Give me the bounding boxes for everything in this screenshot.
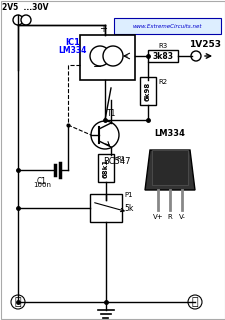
Bar: [98, 154, 113, 182]
Text: 2V5  ...30V: 2V5 ...30V: [2, 3, 48, 12]
Text: V+: V+: [152, 214, 163, 220]
Text: −: −: [93, 62, 102, 72]
Polygon shape: [151, 150, 187, 185]
FancyBboxPatch shape: [113, 18, 220, 34]
Text: www.ExtremeCircuits.net: www.ExtremeCircuits.net: [132, 23, 201, 28]
Polygon shape: [144, 150, 194, 190]
Text: IC1: IC1: [65, 37, 80, 46]
Text: 5k: 5k: [124, 204, 133, 213]
Text: LM334: LM334: [154, 129, 185, 138]
Circle shape: [190, 51, 200, 61]
Text: R3: R3: [158, 43, 167, 49]
Bar: [147, 50, 177, 62]
Circle shape: [90, 46, 110, 66]
Text: V-: V-: [178, 214, 185, 220]
Text: ⏚: ⏚: [15, 297, 21, 307]
Text: BC547: BC547: [103, 157, 130, 166]
Circle shape: [11, 295, 25, 309]
Text: R1: R1: [115, 156, 125, 162]
Text: P1: P1: [124, 192, 132, 198]
Text: R2: R2: [157, 79, 166, 85]
Bar: [80, 35, 134, 80]
Text: 3k83: 3k83: [152, 52, 173, 60]
Bar: [90, 194, 122, 222]
Circle shape: [91, 121, 119, 149]
Bar: [139, 77, 155, 105]
Text: LM334: LM334: [58, 45, 86, 54]
Text: 68k1: 68k1: [103, 158, 108, 178]
Circle shape: [13, 15, 23, 25]
Circle shape: [21, 15, 31, 25]
Text: R: R: [167, 214, 172, 220]
Text: ⏚: ⏚: [191, 297, 197, 307]
Text: C1: C1: [37, 177, 47, 186]
Text: 100n: 100n: [33, 182, 51, 188]
Circle shape: [187, 295, 201, 309]
Text: +: +: [99, 24, 106, 34]
Text: T1: T1: [106, 109, 116, 118]
Circle shape: [103, 46, 122, 66]
Text: 1V253: 1V253: [188, 40, 220, 49]
Text: 6k98: 6k98: [144, 81, 150, 100]
